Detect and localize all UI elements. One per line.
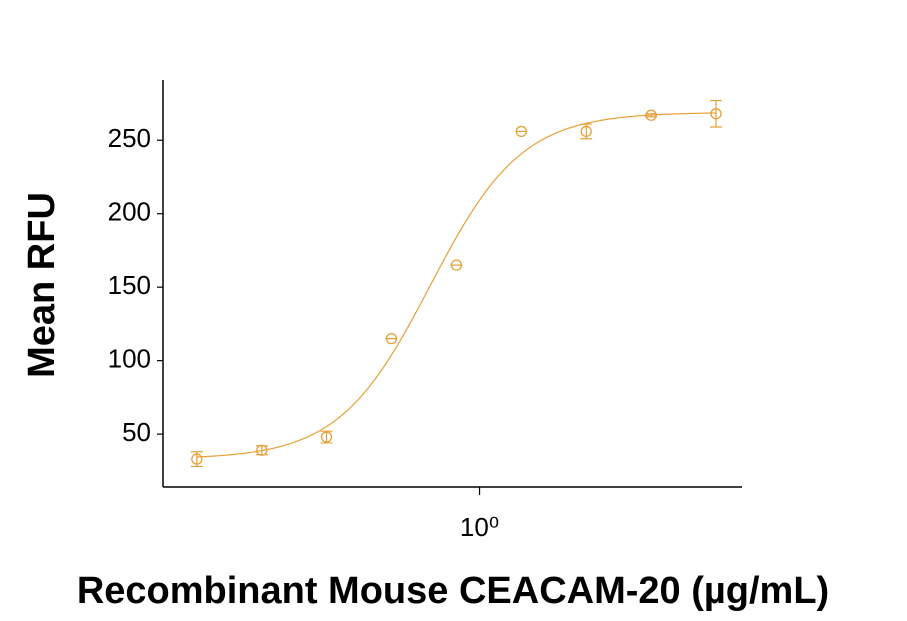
- y-tick-label: 150: [108, 270, 151, 300]
- error-bar: [710, 99, 723, 128]
- data-point: [450, 259, 463, 271]
- data-point: [320, 431, 333, 443]
- error-bar: [645, 113, 658, 118]
- x-axis-title: Recombinant Mouse CEACAM-20 (µg/mL): [77, 570, 829, 612]
- y-tick-label: 250: [108, 123, 151, 153]
- y-tick-label: 200: [108, 197, 151, 227]
- error-bar: [320, 430, 333, 444]
- fit-curve: [196, 112, 717, 458]
- y-tick-label: 50: [122, 417, 151, 447]
- data-point: [256, 444, 268, 456]
- data-point: [580, 125, 592, 138]
- data-point: [710, 108, 722, 120]
- data-point: [645, 109, 657, 121]
- y-tick-label: 100: [108, 344, 151, 374]
- x-tick-label: 10⁰: [460, 512, 499, 542]
- data-point: [515, 125, 527, 138]
- data-point: [385, 332, 398, 345]
- data-point: [191, 453, 203, 465]
- y-axis-title: Mean RFU: [21, 192, 63, 378]
